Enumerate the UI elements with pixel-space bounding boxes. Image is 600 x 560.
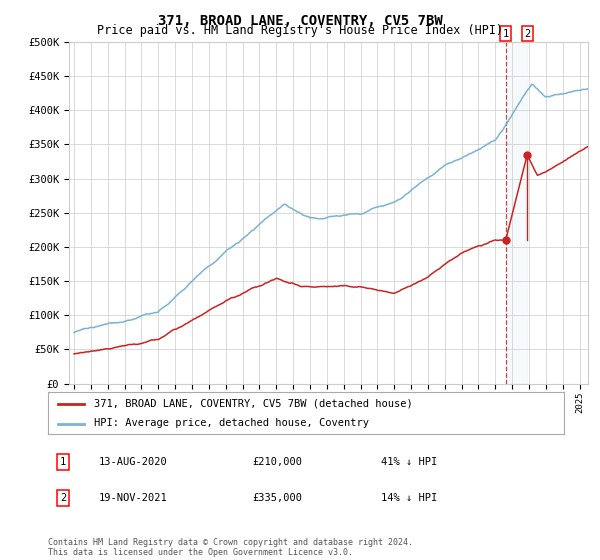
Text: 13-AUG-2020: 13-AUG-2020 (99, 457, 168, 467)
Text: 2: 2 (524, 29, 530, 39)
Text: £335,000: £335,000 (252, 493, 302, 503)
Text: 14% ↓ HPI: 14% ↓ HPI (381, 493, 437, 503)
Text: 371, BROAD LANE, COVENTRY, CV5 7BW: 371, BROAD LANE, COVENTRY, CV5 7BW (158, 14, 442, 28)
Text: 371, BROAD LANE, COVENTRY, CV5 7BW (detached house): 371, BROAD LANE, COVENTRY, CV5 7BW (deta… (94, 399, 413, 409)
Text: Contains HM Land Registry data © Crown copyright and database right 2024.
This d: Contains HM Land Registry data © Crown c… (48, 538, 413, 557)
Text: HPI: Average price, detached house, Coventry: HPI: Average price, detached house, Cove… (94, 418, 370, 428)
Text: 1: 1 (60, 457, 66, 467)
Text: 41% ↓ HPI: 41% ↓ HPI (381, 457, 437, 467)
Text: 1: 1 (503, 29, 509, 39)
Bar (506, 42, 527, 384)
Text: Price paid vs. HM Land Registry's House Price Index (HPI): Price paid vs. HM Land Registry's House … (97, 24, 503, 37)
Text: 19-NOV-2021: 19-NOV-2021 (99, 493, 168, 503)
Text: £210,000: £210,000 (252, 457, 302, 467)
Text: 2: 2 (60, 493, 66, 503)
